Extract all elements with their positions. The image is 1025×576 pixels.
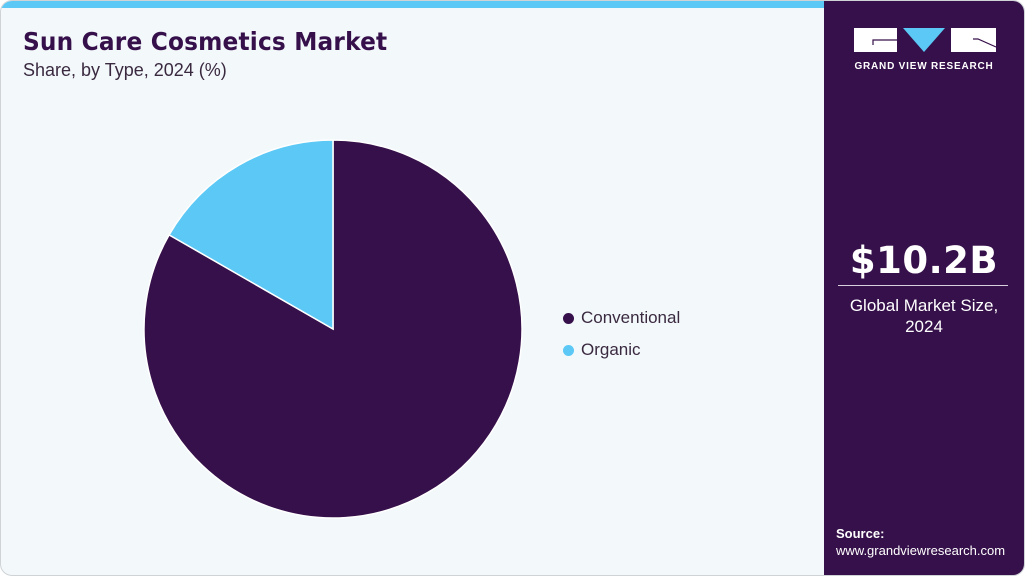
legend-dot-icon (563, 344, 574, 356)
market-size-value: $10.2B (849, 239, 999, 282)
gvr-logo-icon (854, 28, 996, 52)
accent-bar (1, 1, 824, 8)
chart-subtitle: Share, by Type, 2024 (%) (23, 60, 227, 80)
legend-item-organic: Organic (563, 334, 680, 366)
pie-chart (143, 139, 523, 519)
legend-dot-icon (563, 312, 574, 324)
source-link[interactable]: www.grandviewresearch.com (836, 543, 1006, 558)
legend-item-conventional: Conventional (563, 302, 680, 334)
pie-slice-organic (168, 139, 334, 331)
source-label: Source: (836, 526, 885, 541)
sidebar: GRAND VIEW RESEARCH $10.2B Global Market… (824, 1, 1024, 575)
brand-name: GRAND VIEW RESEARCH (854, 61, 994, 72)
legend-label: Organic (581, 340, 641, 359)
divider (838, 285, 1008, 286)
market-size-label: Global Market Size, 2024 (824, 295, 1024, 337)
market-size-label-line1: Global Market Size, (849, 296, 999, 315)
legend: Conventional Organic (563, 302, 680, 366)
market-size-label-line2: 2024 (905, 317, 943, 336)
chart-panel: Sun Care Cosmetics Market Share, by Type… (1, 1, 824, 575)
chart-title: Sun Care Cosmetics Market (23, 27, 388, 56)
legend-label: Conventional (581, 308, 681, 327)
